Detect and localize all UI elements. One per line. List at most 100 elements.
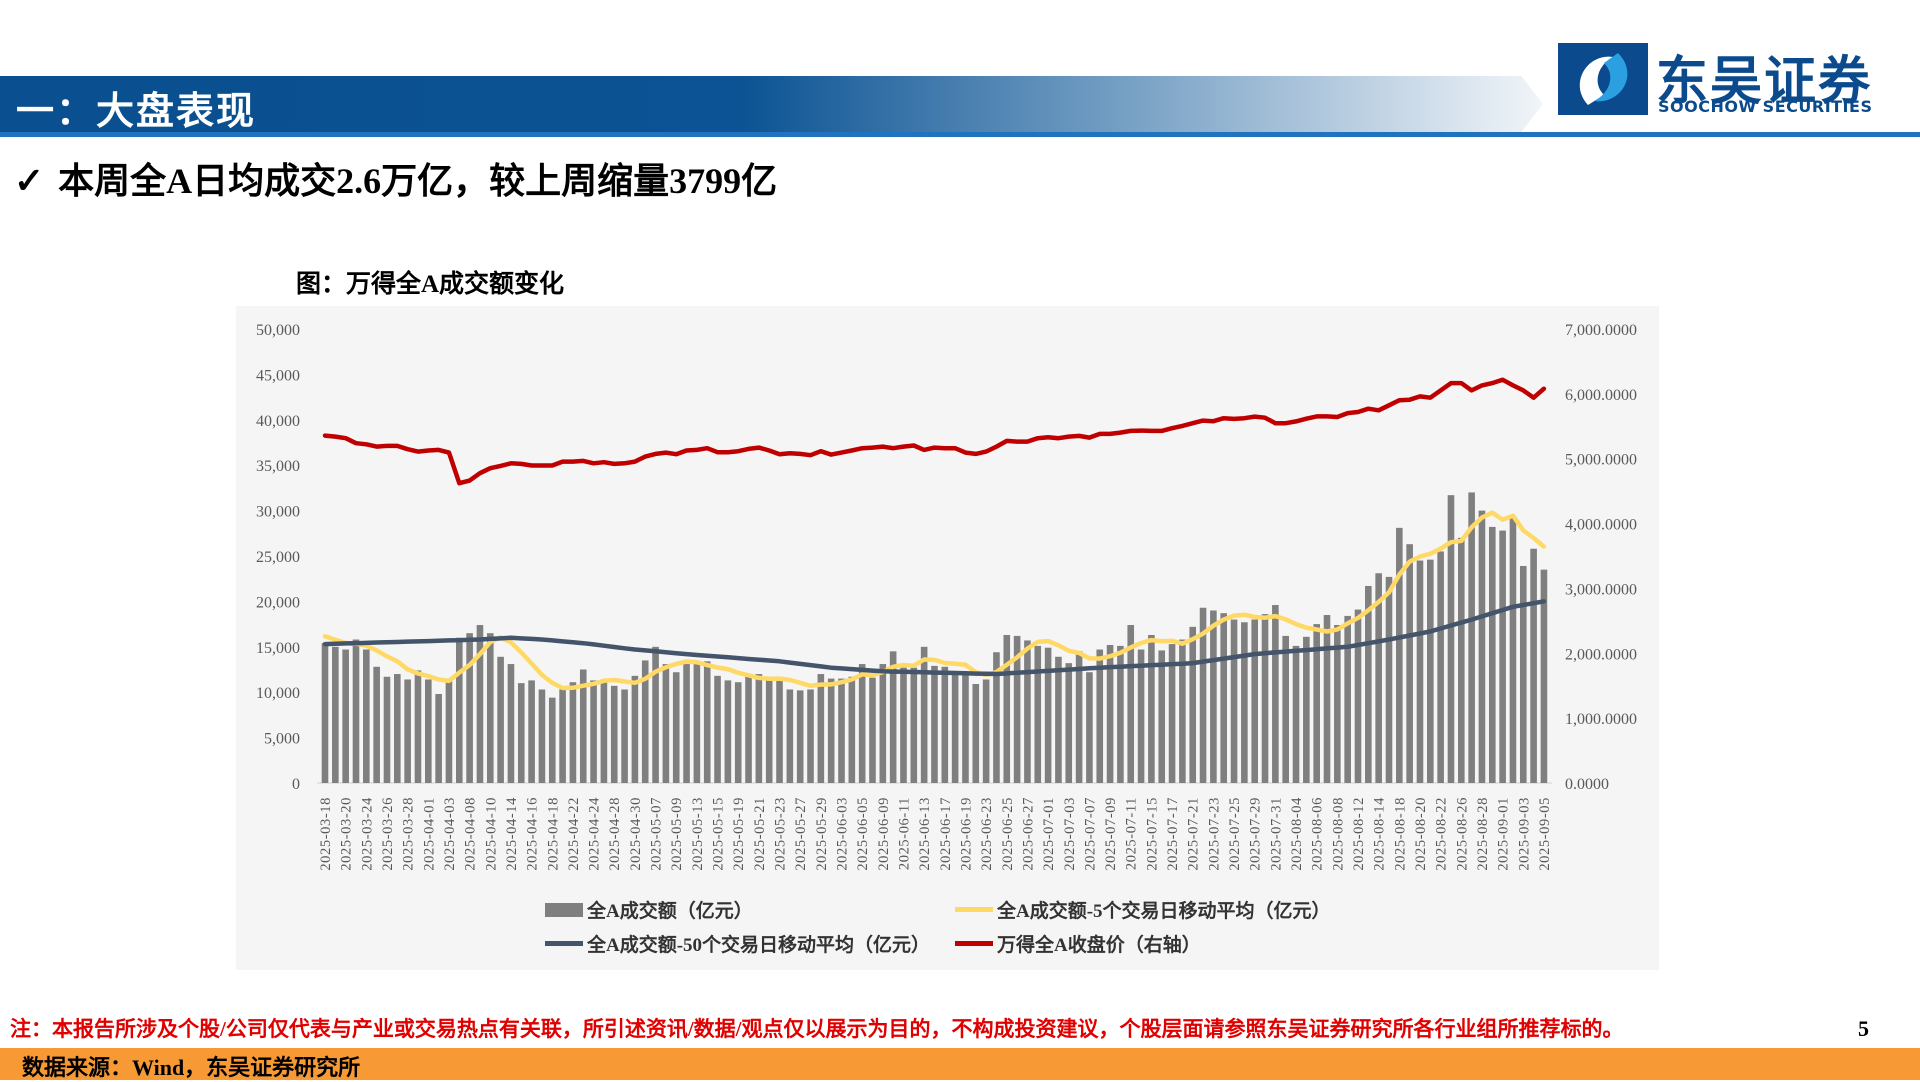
volume-bar <box>1468 492 1475 783</box>
x-axis-tick-label: 2025-06-23 <box>979 797 995 871</box>
volume-bar <box>1106 644 1114 783</box>
volume-bar <box>1509 517 1517 783</box>
volume-bar <box>631 675 639 783</box>
volume-bar <box>776 679 783 783</box>
volume-bar <box>373 666 380 783</box>
x-axis-tick-label: 2025-06-13 <box>917 797 933 871</box>
right-axis-tick-label: 0.0000 <box>1565 776 1609 793</box>
headline-text: 本周全A日均成交2.6万亿，较上周缩量3799亿 <box>58 161 778 201</box>
right-axis-tick-label: 1,000.0000 <box>1565 711 1637 728</box>
x-axis-tick-label: 2025-08-04 <box>1289 797 1305 871</box>
volume-bar <box>693 664 701 783</box>
x-axis-tick-label: 2025-07-17 <box>1165 797 1181 871</box>
left-axis-tick-label: 5,000 <box>264 731 300 748</box>
volume-bar <box>1530 548 1537 783</box>
volume-bar <box>982 679 990 783</box>
x-axis-tick-label: 2025-08-06 <box>1310 797 1326 871</box>
left-axis-tick-label: 20,000 <box>256 594 300 611</box>
x-axis-tick-label: 2025-04-16 <box>525 797 541 871</box>
figure-title: 图：万得全A成交额变化 <box>296 271 565 298</box>
volume-bar <box>1168 644 1176 783</box>
volume-bar <box>1540 569 1548 783</box>
volume-bar <box>910 667 918 783</box>
volume-bar <box>1117 645 1124 783</box>
x-axis-tick-label: 2025-07-01 <box>1041 797 1057 871</box>
x-axis-tick-label: 2025-03-24 <box>359 797 375 871</box>
volume-bar <box>1303 636 1310 783</box>
legend-label: 万得全A收盘价（右轴） <box>997 935 1201 956</box>
x-axis-tick-label: 2025-04-14 <box>504 797 520 871</box>
legend-item-ma50: 全A成交额-50个交易日移动平均（亿元） <box>545 930 930 957</box>
volume-bar <box>1158 650 1166 783</box>
x-axis-tick-label: 2025-05-23 <box>773 797 789 871</box>
volume-bar <box>332 646 339 783</box>
volume-bar <box>610 685 618 783</box>
volume-bar <box>900 667 907 783</box>
volume-bar <box>703 661 711 783</box>
x-axis-tick-label: 2025-07-29 <box>1248 797 1264 871</box>
x-axis-tick-label: 2025-05-15 <box>711 797 727 871</box>
volume-bar <box>1437 551 1444 783</box>
soochow-logo: 东吴证券 SOOCHOW SECURITIES <box>1558 43 1878 116</box>
volume-bar <box>848 676 856 783</box>
x-axis-tick-label: 2025-05-19 <box>731 797 747 871</box>
volume-bar <box>1478 510 1486 783</box>
volume-bar <box>559 689 566 783</box>
x-axis-tick-label: 2025-04-03 <box>442 797 458 871</box>
x-axis-tick-label: 2025-07-15 <box>1144 797 1160 871</box>
volume-bar <box>941 666 949 783</box>
x-axis-tick-label: 2025-07-21 <box>1186 797 1202 871</box>
volume-bar <box>683 664 690 783</box>
x-axis-tick-label: 2025-03-26 <box>380 797 396 871</box>
data-source: 数据来源：Wind，东吴证券研究所 <box>22 1055 361 1080</box>
volume-bar <box>600 682 608 783</box>
x-axis-tick-label: 2025-09-03 <box>1516 797 1532 871</box>
volume-bar <box>394 674 401 783</box>
volume-bar <box>569 682 577 783</box>
x-axis-tick-label: 2025-08-12 <box>1351 797 1367 871</box>
volume-bar <box>1354 609 1362 783</box>
volume-bar <box>321 643 329 783</box>
x-axis-tick-label: 2025-07-25 <box>1227 797 1243 871</box>
volume-bar <box>590 680 597 783</box>
right-axis-tick-label: 7,000.0000 <box>1565 322 1637 339</box>
volume-bar <box>363 649 370 783</box>
left-axis-tick-label: 30,000 <box>256 504 300 521</box>
legend-item-ma5: 全A成交额-5个交易日移动平均（亿元） <box>955 896 1331 923</box>
volume-bar <box>931 665 938 783</box>
header-divider <box>0 132 1920 137</box>
ma5-line <box>322 510 1547 691</box>
volume-bar <box>476 625 484 783</box>
legend-label: 全A成交额（亿元） <box>587 901 753 922</box>
right-axis-tick-label: 3,000.0000 <box>1565 581 1637 598</box>
volume-bar <box>1272 605 1279 783</box>
x-axis-tick-label: 2025-03-18 <box>318 797 334 871</box>
volume-bar <box>414 670 422 783</box>
volume-bar <box>972 684 980 783</box>
volume-bar <box>1447 495 1455 783</box>
volume-bar <box>1127 625 1135 783</box>
disclaimer-note: 注：本报告所涉及个股/公司仅代表与产业或交易热点有关联，所引述资讯/数据/观点仅… <box>10 1017 1624 1041</box>
volume-bar <box>1013 635 1021 783</box>
volume-bar <box>1044 647 1052 783</box>
volume-bar <box>1137 649 1145 783</box>
volume-bar <box>352 639 360 783</box>
x-axis-tick-label: 2025-09-05 <box>1537 797 1553 871</box>
volume-bar <box>1065 663 1073 783</box>
volume-bar <box>466 633 473 783</box>
volume-bar <box>786 689 794 783</box>
volume-bar <box>1230 619 1238 783</box>
volume-bar <box>1334 625 1341 783</box>
volume-bar <box>425 679 432 783</box>
volume-bar <box>404 679 411 783</box>
x-axis-tick-label: 2025-08-20 <box>1413 797 1429 871</box>
x-axis-tick-label: 2025-05-27 <box>793 797 809 871</box>
volume-bar <box>641 660 649 783</box>
volume-bar <box>662 664 670 783</box>
volume-bar <box>455 637 463 783</box>
section-header-bar <box>0 76 1543 132</box>
right-axis-tick-label: 2,000.0000 <box>1565 646 1637 663</box>
volume-bar <box>1282 635 1289 783</box>
volume-bar <box>672 672 680 783</box>
